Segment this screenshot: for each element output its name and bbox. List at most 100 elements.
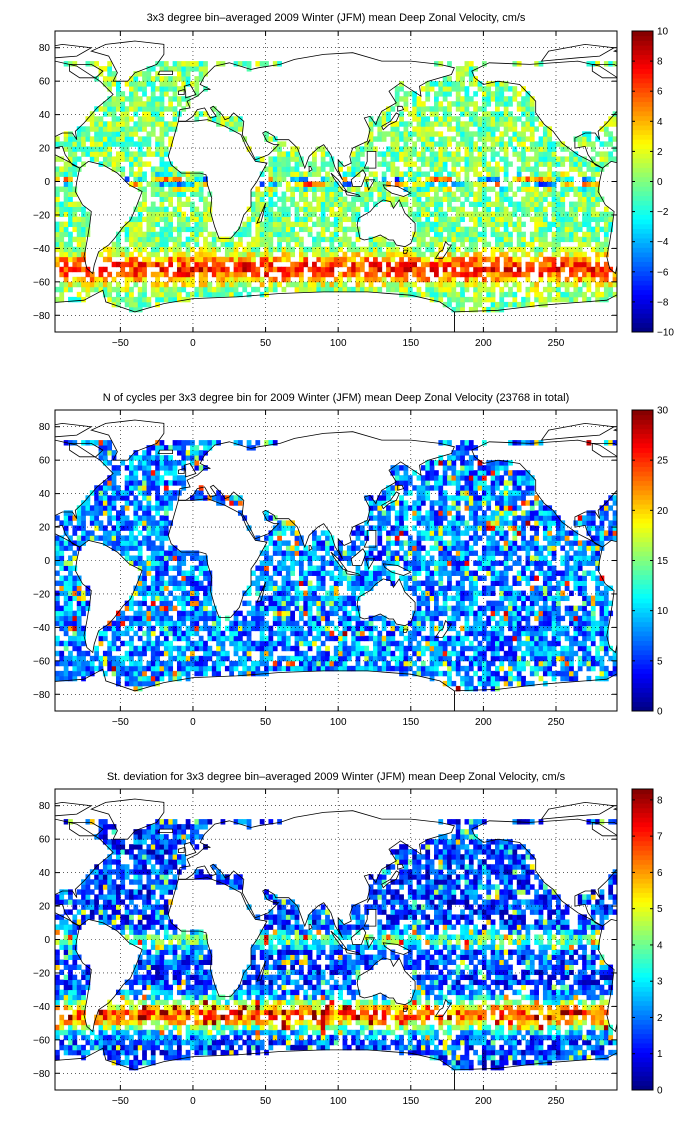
data-cell	[460, 136, 465, 142]
data-cell	[229, 670, 235, 677]
data-cell	[155, 610, 160, 617]
data-cell	[438, 236, 444, 243]
data-cell	[98, 146, 104, 152]
data-cell	[560, 181, 566, 187]
data-cell	[359, 620, 365, 627]
data-cell	[442, 166, 448, 172]
data-cell	[111, 71, 117, 77]
data-cell	[577, 171, 583, 177]
data-cell	[495, 246, 500, 253]
data-cell	[464, 176, 470, 182]
data-cell	[163, 291, 169, 298]
data-cell	[490, 171, 496, 177]
data-cell	[464, 246, 470, 253]
data-cell	[163, 176, 169, 182]
data-cell	[320, 261, 326, 268]
data-cell	[442, 655, 448, 662]
data-cell	[63, 171, 69, 177]
data-cell	[503, 126, 509, 132]
data-cell	[438, 625, 444, 632]
data-cell	[542, 256, 548, 263]
data-cell	[115, 121, 121, 127]
data-cell	[551, 256, 557, 263]
data-cell	[442, 91, 448, 97]
data-cell	[529, 146, 535, 152]
data-cell	[264, 605, 269, 612]
data-cell	[460, 301, 465, 308]
data-cell	[216, 291, 221, 298]
data-cell	[133, 81, 139, 87]
data-cell	[486, 146, 492, 152]
data-cell	[159, 146, 165, 152]
data-cell	[255, 226, 261, 233]
data-cell	[534, 286, 539, 293]
data-cell	[508, 101, 513, 107]
data-cell	[168, 256, 174, 263]
data-cell	[373, 251, 378, 258]
data-cell	[529, 156, 535, 162]
data-cell	[451, 605, 457, 612]
data-cell	[285, 635, 291, 642]
data-cell	[285, 271, 291, 278]
data-cell	[307, 630, 313, 637]
data-cell	[377, 615, 383, 622]
data-cell	[490, 266, 496, 273]
data-cell	[521, 181, 526, 187]
data-cell	[599, 151, 605, 157]
data-cell	[155, 670, 160, 677]
data-cell	[464, 211, 470, 218]
data-cell	[512, 261, 518, 268]
data-cell	[72, 136, 78, 142]
data-cell	[89, 281, 95, 288]
data-cell	[194, 600, 200, 607]
data-cell	[364, 186, 370, 192]
data-cell	[542, 655, 548, 662]
data-cell	[407, 136, 413, 142]
data-cell	[233, 231, 239, 238]
data-cell	[81, 276, 86, 283]
data-cell	[582, 640, 587, 647]
data-cell	[63, 131, 69, 137]
data-cell	[81, 640, 86, 647]
data-cell	[63, 660, 69, 667]
data-cell	[94, 151, 99, 157]
data-cell	[133, 126, 139, 132]
data-cell	[55, 670, 60, 677]
data-cell	[133, 156, 139, 162]
data-cell	[412, 266, 417, 273]
data-cell	[512, 620, 518, 627]
data-cell	[599, 665, 605, 672]
data-cell	[490, 655, 496, 662]
data-cell	[163, 151, 169, 157]
data-cell	[381, 176, 387, 182]
data-cell	[146, 101, 152, 107]
data-cell	[216, 635, 221, 642]
data-cell	[603, 620, 609, 627]
data-cell	[599, 630, 605, 637]
data-cell	[63, 241, 69, 248]
data-cell	[290, 151, 296, 157]
data-cell	[316, 630, 322, 637]
data-cell	[255, 605, 261, 612]
data-cell	[312, 640, 317, 647]
data-cell	[364, 176, 370, 182]
data-cell	[277, 615, 282, 622]
data-cell	[129, 605, 134, 612]
data-cell	[508, 211, 513, 218]
data-cell	[229, 236, 235, 243]
data-cell	[468, 101, 474, 107]
data-cell	[355, 236, 361, 243]
data-cell	[538, 236, 544, 243]
x-tick-label: 150	[402, 338, 419, 349]
data-cell	[521, 141, 526, 147]
data-cell	[133, 96, 139, 102]
data-cell	[246, 216, 252, 223]
data-cell	[63, 625, 69, 632]
data-cell	[246, 625, 252, 632]
data-cell	[207, 615, 213, 622]
data-cell	[163, 216, 169, 223]
data-cell	[425, 241, 431, 248]
data-cell	[525, 630, 531, 637]
data-cell	[412, 246, 417, 253]
data-cell	[176, 206, 182, 212]
